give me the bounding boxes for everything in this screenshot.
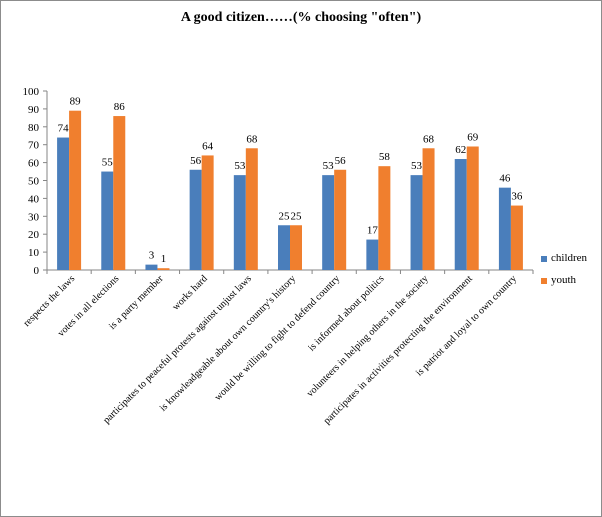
bar-youth <box>466 146 479 270</box>
bar-children <box>322 175 335 270</box>
y-tick-label: 60 <box>28 158 40 170</box>
bar-children <box>189 169 202 270</box>
data-label-children: 46 <box>499 173 511 185</box>
data-label-children: 25 <box>279 210 291 222</box>
bar-children <box>410 175 423 270</box>
bar-children <box>145 264 158 270</box>
data-label-children: 53 <box>323 160 335 172</box>
bar-children <box>498 187 511 270</box>
y-tick-label: 40 <box>28 193 40 205</box>
bar-children <box>233 175 246 270</box>
data-label-children: 53 <box>234 160 246 172</box>
bar-youth <box>422 148 435 270</box>
bar-youth <box>157 268 170 270</box>
data-label-youth: 64 <box>202 140 214 152</box>
y-tick-label: 50 <box>28 176 40 188</box>
data-label-children: 56 <box>190 155 202 167</box>
legend-swatch-youth <box>541 278 547 284</box>
legend-label-youth: youth <box>551 274 577 286</box>
chart-title: A good citizen……(% choosing "often") <box>180 10 422 25</box>
y-tick-label: 70 <box>28 140 40 152</box>
data-label-youth: 58 <box>379 151 391 163</box>
y-tick-label: 90 <box>28 104 40 116</box>
data-label-children: 3 <box>149 250 155 262</box>
bar-youth <box>69 110 82 270</box>
category-label: participates in activities protecting th… <box>322 273 475 426</box>
category-label: is informed about politics <box>306 273 386 353</box>
data-label-children: 74 <box>58 123 70 135</box>
category-label: participates to peaceful protests agains… <box>101 273 254 426</box>
data-label-youth: 69 <box>467 131 479 143</box>
legend-label-children: children <box>551 252 588 264</box>
bar-children <box>278 225 290 270</box>
data-label-youth: 89 <box>70 96 82 108</box>
bar-youth <box>245 148 258 270</box>
data-label-youth: 36 <box>511 191 523 203</box>
bar-children <box>454 159 467 270</box>
bar-children <box>57 137 70 270</box>
data-label-youth: 1 <box>161 253 167 265</box>
y-tick-label: 30 <box>28 211 40 223</box>
data-label-children: 17 <box>367 225 379 237</box>
data-label-youth: 68 <box>246 133 258 145</box>
bar-youth <box>201 155 214 270</box>
category-label: works hard <box>170 273 209 312</box>
bar-youth <box>290 225 302 270</box>
data-label-children: 62 <box>455 144 466 156</box>
y-tick-label: 80 <box>28 122 40 134</box>
y-tick-label: 0 <box>34 265 40 277</box>
bar-youth <box>334 169 347 270</box>
bar-youth <box>510 205 523 270</box>
bar-youth <box>113 116 126 270</box>
data-label-children: 55 <box>102 157 114 169</box>
y-tick-label: 100 <box>23 86 40 98</box>
y-tick-label: 10 <box>28 247 40 259</box>
y-tick-label: 20 <box>28 229 40 241</box>
data-label-children: 53 <box>411 160 423 172</box>
data-label-youth: 25 <box>291 210 303 222</box>
bar-children <box>366 239 379 270</box>
data-label-youth: 68 <box>423 133 435 145</box>
data-label-youth: 56 <box>335 155 347 167</box>
legend-swatch-children <box>541 256 547 262</box>
data-label-youth: 86 <box>114 101 126 113</box>
bar-children <box>101 171 114 270</box>
bar-youth <box>378 166 391 270</box>
